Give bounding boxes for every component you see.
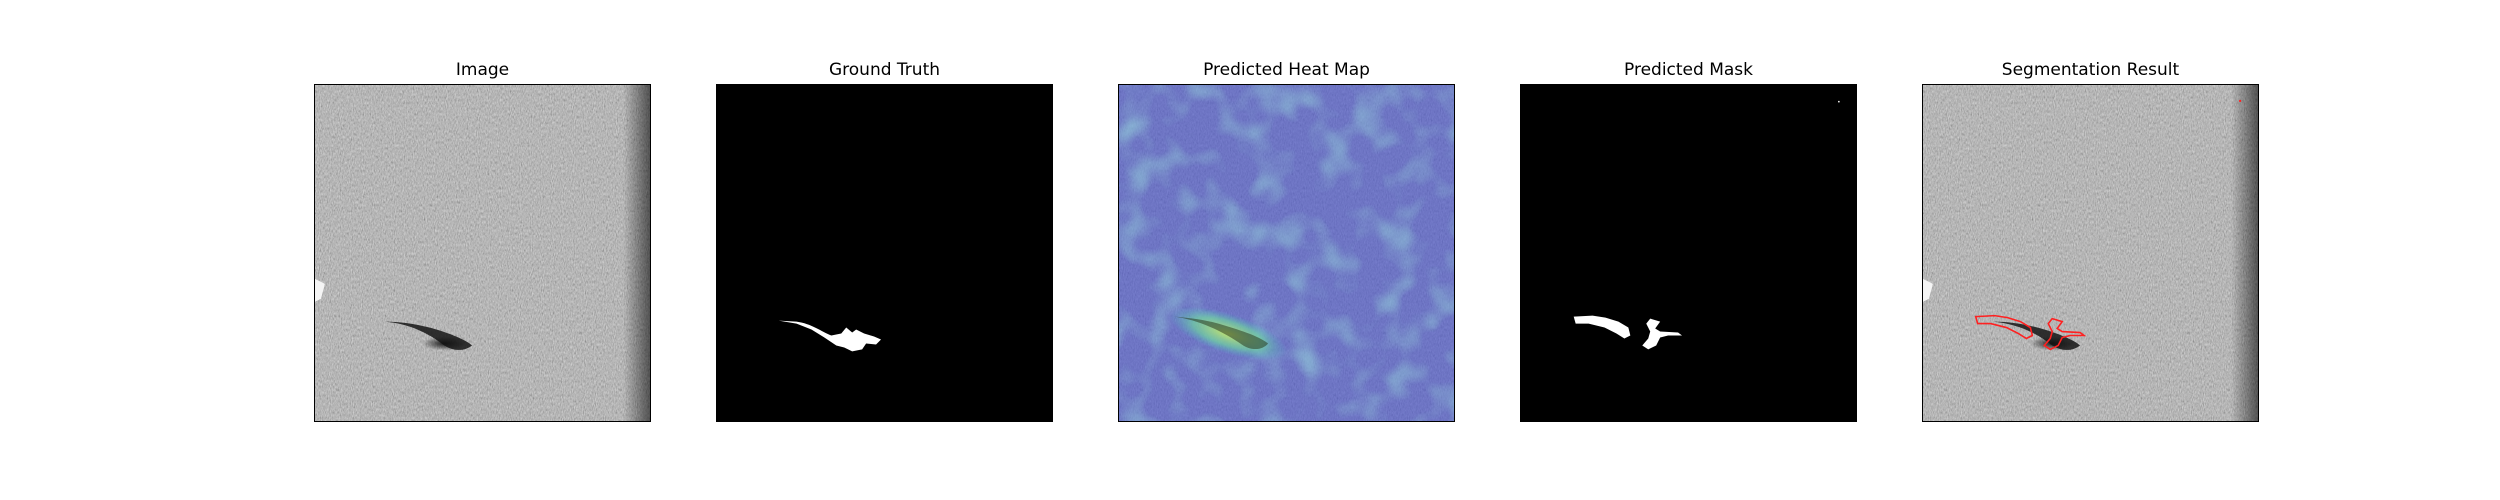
ground-truth-panel-title: Ground Truth [828, 60, 941, 80]
heat-map-image [1119, 85, 1454, 421]
contour-region-2 [2043, 317, 2087, 351]
predicted-region-1 [1573, 315, 1631, 339]
ground-truth-panel [716, 84, 1053, 422]
ground-truth-region [778, 320, 882, 352]
predicted-mask-panel-title: Predicted Mask [1624, 60, 1753, 80]
contour-region-1 [1974, 314, 2034, 340]
ultrasound-image [315, 85, 650, 421]
image-panel [314, 84, 651, 422]
ground-truth-mask [717, 85, 1052, 421]
predicted-region-2 [1642, 318, 1683, 350]
heat-map-panel-title: Predicted Heat Map [1203, 60, 1370, 80]
segmentation-result-panel [1922, 84, 2259, 422]
predicted-mask-panel [1520, 84, 1857, 422]
heat-map-panel [1118, 84, 1455, 422]
segmentation-overlay [1923, 85, 2258, 421]
predicted-mask [1521, 85, 1856, 421]
image-panel-title: Image [455, 60, 510, 80]
segmentation-panel-title: Segmentation Result [2001, 60, 2180, 80]
